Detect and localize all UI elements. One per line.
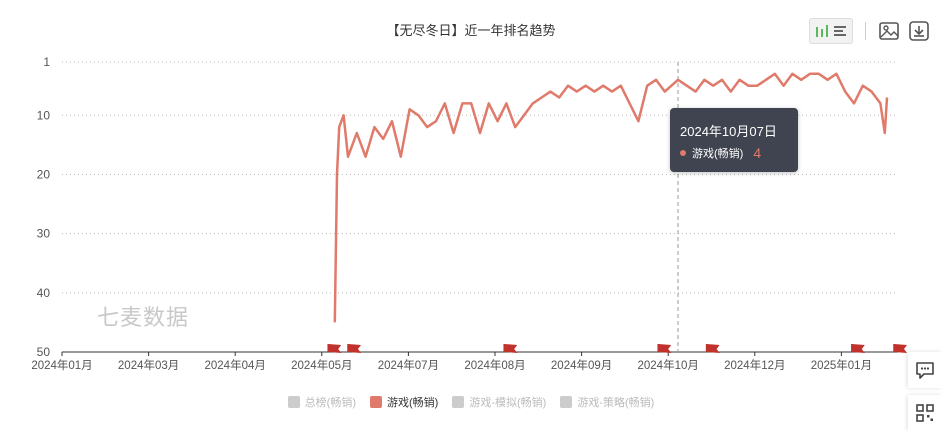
download-icon[interactable] [908,20,930,42]
flag-marker [893,344,907,353]
x-tick-label: 2024年09月 [551,358,612,372]
flag-marker [657,344,672,353]
toolbar-divider [865,22,866,40]
tooltip: 2024年10月07日 游戏(畅销) 4 [670,108,798,172]
x-axis: 2024年01月 2024年03月 2024年04月 2024年05月 2024年07月… [31,351,898,372]
view-toggle[interactable] [809,18,853,44]
image-icon[interactable] [878,20,900,42]
legend-item-game-sim[interactable]: 游戏-模拟(畅销) [452,394,546,410]
flag-cloth [328,344,342,353]
legend-swatch [560,396,573,408]
qr-code-icon [916,404,934,422]
chart-toolbar [809,18,930,44]
legend-label: 总榜(畅销) [304,397,356,409]
x-tick-label: 2024年03月 [118,358,179,372]
chat-button[interactable] [908,352,942,388]
y-axis: 1 10 20 30 40 50 [37,55,51,359]
y-tick-label: 40 [37,286,51,300]
flag-marker [851,344,865,353]
legend-label: 游戏-策略(畅销) [577,397,655,409]
tooltip-series-name: 游戏(畅销) [692,148,744,160]
flag-cloth [658,344,672,353]
legend-swatch [370,396,382,408]
flag-markers [327,344,907,353]
chat-icon [916,362,934,379]
x-tick-label: 2024年01月 [31,358,92,372]
y-tick-label: 20 [37,167,51,181]
x-tick-label: 2024年12月 [724,358,785,372]
flag-marker [327,344,342,353]
legend-item-game[interactable]: 游戏(畅销) [370,394,438,410]
y-tick-label: 10 [37,108,51,122]
tooltip-date: 2024年10月07日 [680,124,777,139]
series-line-game [333,72,889,323]
legend-swatch [287,396,300,408]
y-tick-label: 30 [37,227,51,241]
bar-chart-icon[interactable] [815,24,829,38]
chart-legend: 总榜(畅销) 游戏(畅销) 游戏-模拟(畅销) 游戏-策略(畅销) [0,394,942,410]
qr-code-button[interactable] [908,395,942,431]
flag-marker [347,344,361,353]
flag-cloth [504,344,518,353]
tooltip-row: 游戏(畅销) 4 [680,145,761,161]
flag-cloth [348,344,361,353]
flag-cloth [851,344,865,353]
x-tick-label: 2025年01月 [811,358,872,372]
tooltip-series-dot [680,150,686,156]
legend-label: 游戏-模拟(畅销) [469,397,547,409]
watermark: 七麦数据 [97,305,190,330]
legend-swatch [452,396,465,408]
chart-title: 【无尽冬日】近一年排名趋势 [386,23,556,38]
tooltip-value: 4 [753,145,762,161]
y-tick-label: 50 [37,345,51,359]
list-icon[interactable] [833,24,847,38]
series-layer [333,72,889,323]
x-tick-label: 2024年08月 [464,358,525,372]
x-tick-label: 2024年07月 [378,358,439,372]
flag-marker [705,344,720,353]
flag-cloth [706,344,720,353]
legend-item-game-strategy[interactable]: 游戏-策略(畅销) [560,394,654,410]
legend-item-total[interactable]: 总榜(畅销) [287,394,356,410]
flag-cloth [894,344,907,353]
y-tick-label: 1 [43,55,50,69]
legend-label: 游戏(畅销) [387,397,439,409]
x-tick-label: 2024年10月 [638,358,699,372]
x-tick-label: 2024年05月 [291,358,352,372]
flag-marker [503,344,518,353]
x-tick-label: 2024年04月 [205,358,266,372]
gridlines [62,61,898,353]
